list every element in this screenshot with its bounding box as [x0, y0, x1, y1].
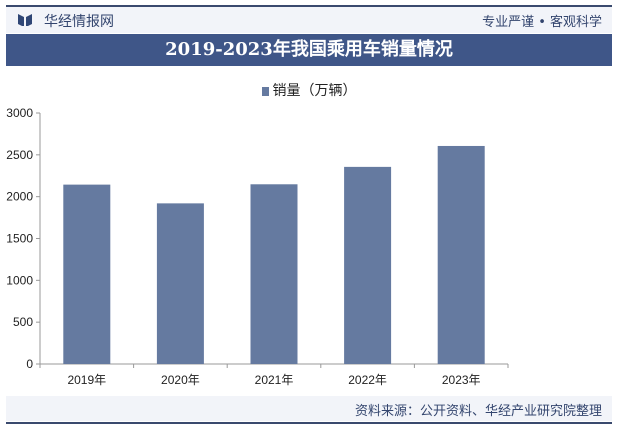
header-bar: 华经情报网 专业严谨 • 客观科学 [6, 7, 612, 33]
y-tick-label: 1000 [6, 273, 33, 287]
y-tick-label: 2500 [6, 148, 33, 162]
bar-2020年 [156, 203, 204, 364]
bottom-divider [6, 422, 612, 424]
bar-2019年 [63, 184, 111, 364]
top-divider [6, 5, 612, 7]
bar-2023年 [437, 145, 485, 364]
y-tick-label: 2000 [6, 190, 33, 204]
legend-swatch [261, 87, 269, 96]
source-note: 资料来源：公开资料、华经产业研究院整理 [354, 404, 602, 419]
x-tick-label: 2022年 [348, 373, 387, 387]
y-tick-label: 0 [26, 357, 33, 371]
chart-title: 2019-2023年我国乘用车销量情况 [6, 34, 612, 66]
x-tick-label: 2019年 [67, 373, 106, 387]
logo-icon [18, 14, 32, 26]
x-tick-label: 2020年 [161, 373, 200, 387]
x-tick-label: 2023年 [442, 373, 481, 387]
bar-2022年 [344, 166, 392, 364]
y-tick-label: 1500 [6, 232, 33, 246]
bar-2021年 [250, 184, 298, 364]
legend-label: 销量（万辆） [272, 83, 357, 99]
slogan: 专业严谨 • 客观科学 [482, 15, 602, 30]
y-tick-label: 500 [13, 315, 33, 329]
legend: 销量（万辆） [0, 80, 618, 100]
x-tick-label: 2021年 [255, 373, 294, 387]
y-tick-label: 3000 [6, 106, 33, 120]
brand-name: 华经情报网 [44, 14, 114, 30]
footer-bar: 资料来源：公开资料、华经产业研究院整理 [6, 396, 612, 421]
